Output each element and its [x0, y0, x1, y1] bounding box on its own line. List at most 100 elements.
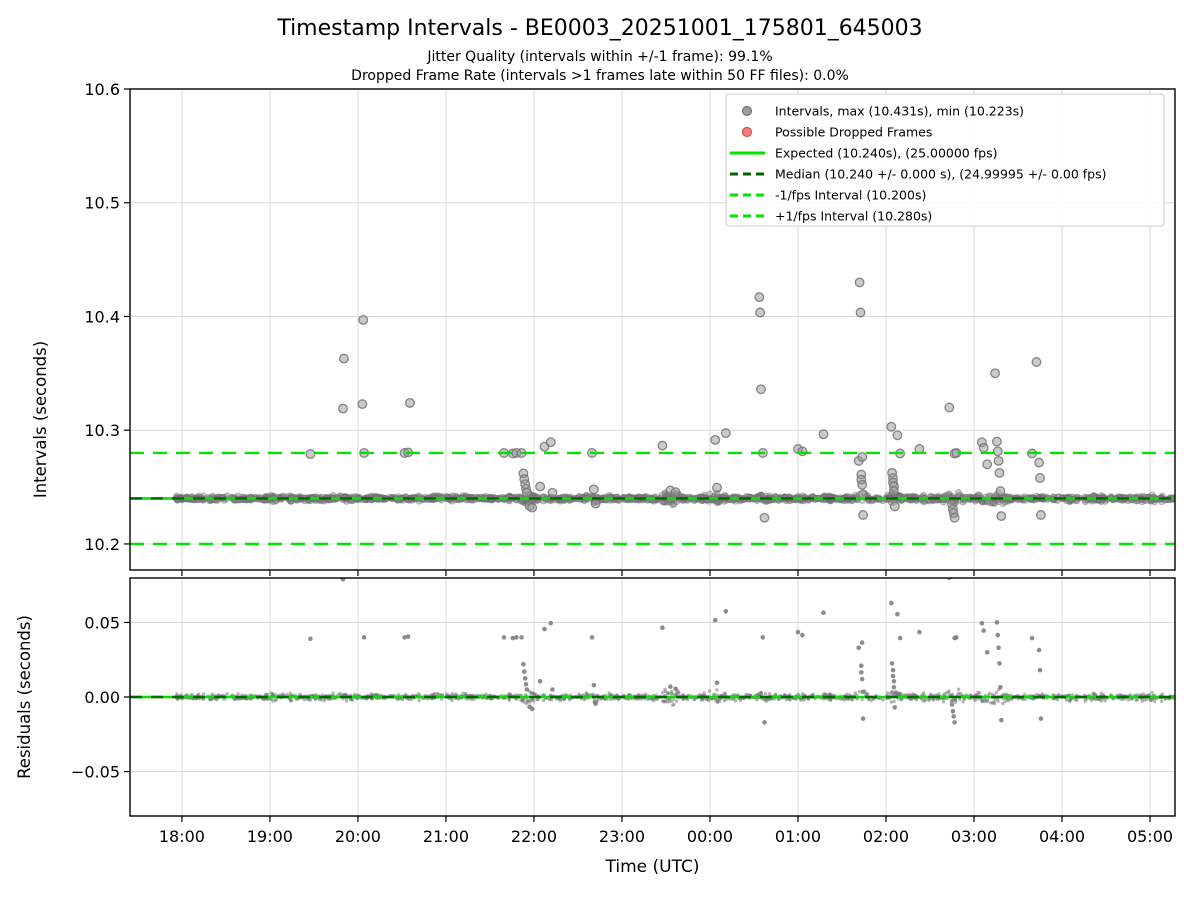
interval-point: [1040, 692, 1045, 696]
interval-point: [1034, 457, 1045, 468]
interval-point: [342, 511, 347, 516]
interval-point: [715, 688, 719, 692]
interval-point: [369, 692, 373, 696]
interval-point: [1064, 698, 1069, 702]
interval-point: [723, 609, 729, 614]
interval-point: [692, 697, 696, 702]
interval-point: [338, 403, 348, 414]
interval-point: [995, 486, 1006, 497]
interval-point: [961, 700, 965, 704]
interval-point: [577, 692, 581, 696]
interval-point: [990, 368, 1001, 379]
interval-point: [857, 411, 862, 416]
interval-point: [1031, 357, 1042, 367]
interval-point: [549, 698, 553, 702]
interval-point: [996, 645, 1001, 651]
interval-point: [1149, 698, 1153, 702]
interval-point: [1001, 701, 1005, 706]
interval-point: [999, 717, 1004, 723]
interval-point: [405, 634, 411, 639]
interval-point: [396, 693, 401, 697]
interval-point: [1152, 699, 1157, 703]
interval-point: [593, 701, 598, 706]
interval-point: [854, 277, 865, 288]
interval-point: [501, 635, 507, 640]
legend-marker-dot: [741, 126, 753, 138]
interval-point: [706, 490, 714, 498]
interval-point: [210, 692, 215, 696]
interval-point: [889, 700, 893, 704]
interval-point: [1089, 698, 1094, 703]
top-scatter-layer: [172, 277, 1175, 523]
interval-point: [802, 698, 806, 702]
interval-point: [759, 512, 770, 523]
y-tick-label: 10.2: [84, 535, 120, 554]
interval-point: [950, 708, 956, 714]
interval-point: [756, 384, 766, 395]
interval-point: [954, 635, 959, 640]
y-tick-label: 10.6: [84, 80, 120, 99]
y-tick-label: 0.05: [84, 613, 120, 632]
tick-marks: [124, 621, 1151, 822]
interval-point: [1055, 698, 1060, 702]
x-tick-label: 23:00: [599, 827, 645, 846]
interval-point: [273, 698, 278, 702]
interval-point: [856, 645, 861, 651]
interval-point: [954, 489, 962, 496]
interval-point: [269, 697, 273, 702]
x-tick-label: 21:00: [423, 827, 469, 846]
interval-point: [888, 486, 899, 497]
interval-point: [992, 446, 1003, 457]
x-tick-label: 20:00: [335, 827, 381, 846]
interval-point: [867, 697, 871, 701]
top-y-axis-label: Intervals (seconds): [31, 341, 50, 498]
interval-point: [591, 682, 597, 688]
x-tick-label: 18:00: [159, 827, 205, 846]
interval-point: [989, 499, 997, 507]
interval-point: [984, 650, 990, 655]
interval-point: [668, 684, 673, 689]
interval-point: [860, 689, 866, 695]
interval-point: [821, 610, 826, 615]
interval-point: [288, 698, 293, 703]
interval-point: [669, 692, 673, 696]
interval-point: [672, 702, 676, 706]
interval-point: [701, 697, 705, 701]
x-tick-label: 05:00: [1127, 827, 1173, 846]
interval-point: [589, 635, 595, 640]
interval-point: [507, 698, 512, 702]
interval-point: [891, 679, 897, 684]
interval-point: [222, 697, 226, 702]
interval-point: [225, 692, 229, 696]
interval-point: [710, 434, 721, 445]
chart-title: Timestamp Intervals - BE0003_20251001_17…: [277, 16, 923, 41]
legend-label: Possible Dropped Frames: [775, 125, 932, 140]
interval-point: [675, 691, 679, 695]
interval-point: [800, 632, 805, 638]
interval-point: [1160, 699, 1164, 703]
interval-point: [842, 698, 846, 702]
interval-point: [215, 698, 219, 702]
interval-point: [996, 511, 1007, 522]
interval-point: [305, 449, 316, 460]
interval-point: [667, 699, 672, 704]
x-tick-label: 04:00: [1039, 827, 1085, 846]
interval-point: [590, 498, 601, 509]
interval-point: [585, 692, 589, 696]
interval-point: [358, 314, 369, 325]
interval-point: [722, 699, 726, 703]
interval-point: [980, 699, 984, 703]
interval-point: [519, 635, 524, 640]
interval-point: [996, 699, 1000, 703]
interval-point: [582, 698, 586, 702]
legend-label: Median (10.240 +/- 0.000 s), (24.99995 +…: [775, 167, 1106, 182]
interval-point: [322, 698, 326, 703]
interval-point: [712, 617, 718, 623]
interval-point: [361, 635, 367, 640]
interval-point: [886, 421, 897, 432]
chart-subtitle-jitter: Jitter Quality (intervals within +/-1 fr…: [427, 49, 773, 65]
interval-point: [998, 685, 1003, 690]
interval-point: [1150, 690, 1154, 695]
interval-point: [714, 680, 720, 686]
